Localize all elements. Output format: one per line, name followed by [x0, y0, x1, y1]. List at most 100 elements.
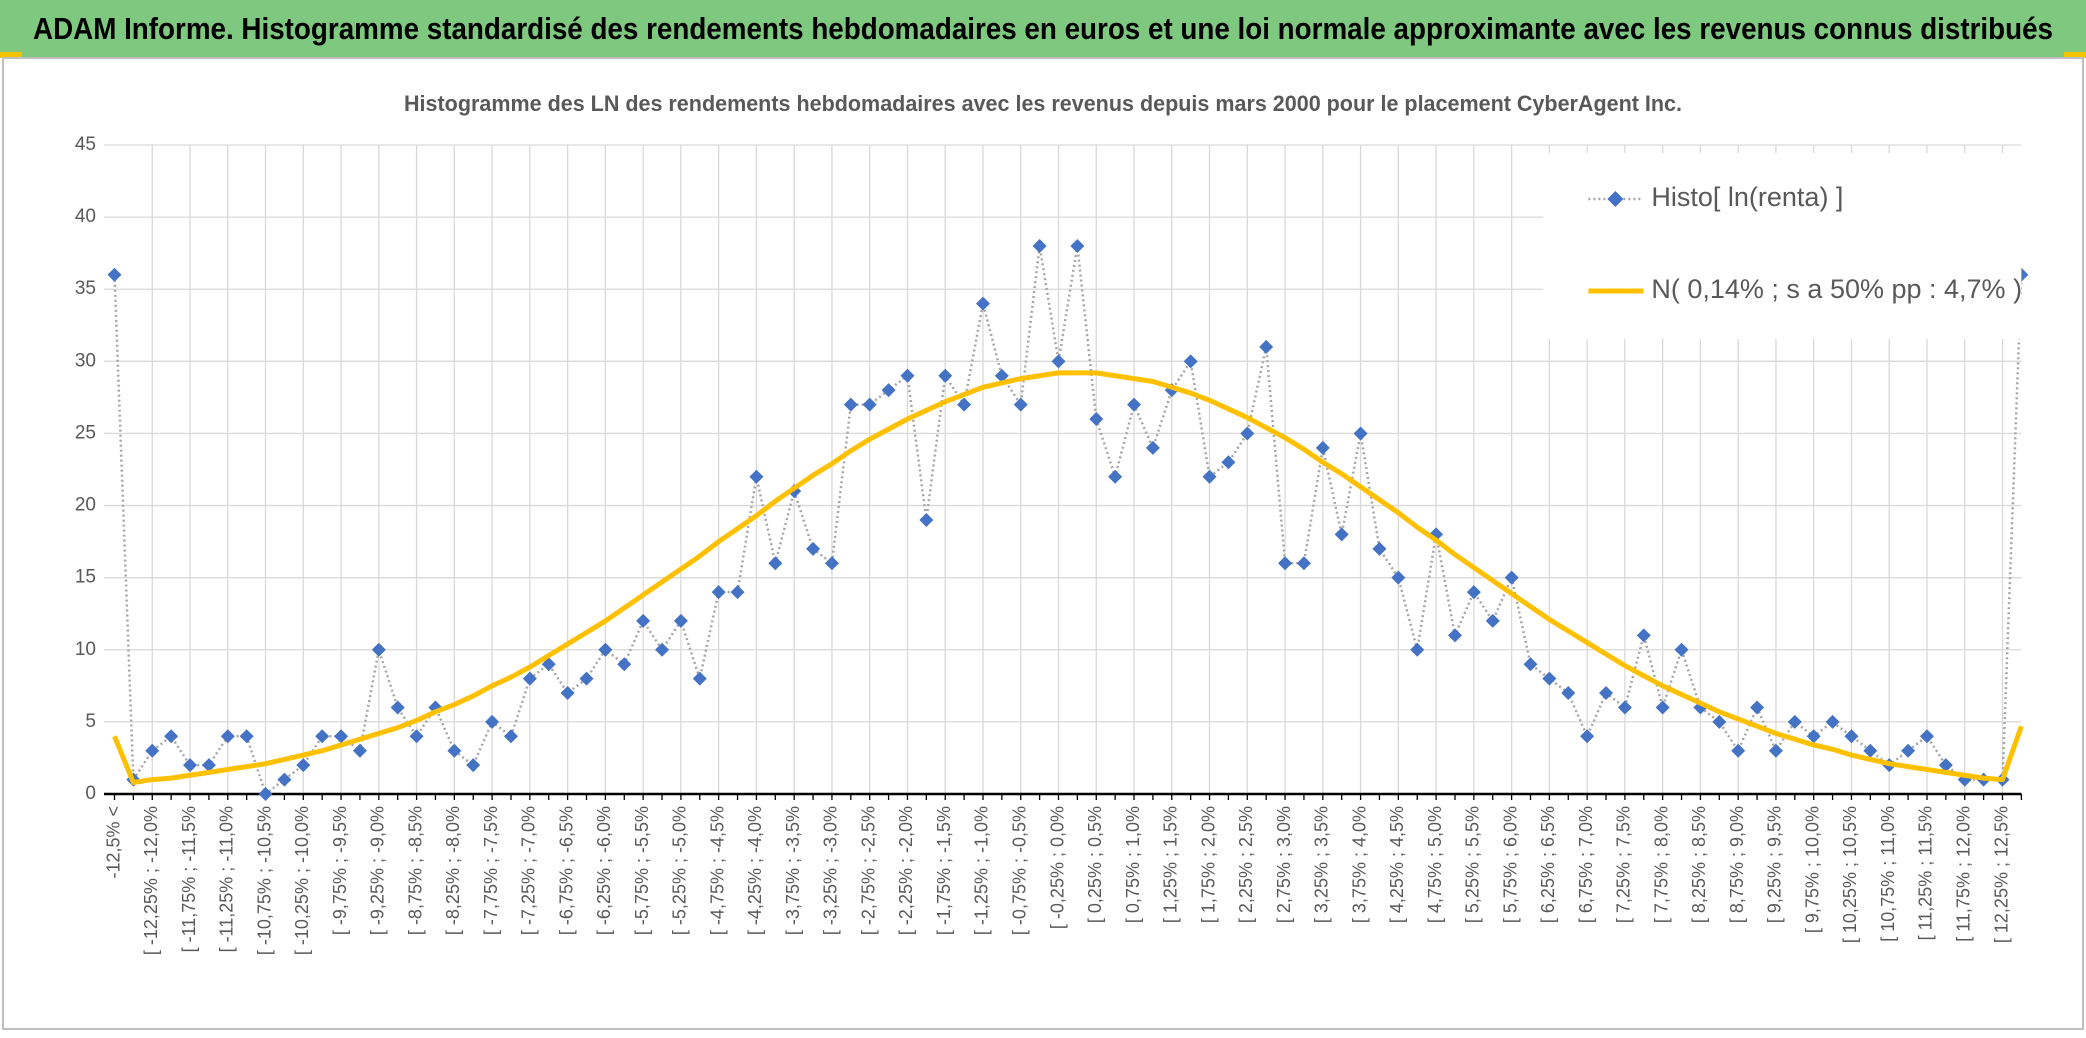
plot: 0 5 10 15 20 25 30 35 40 45 -12,5% < [ -12,25% ; -1… [75, 134, 2029, 955]
marker [371, 642, 386, 657]
marker [1504, 570, 1519, 585]
marker [1051, 354, 1066, 369]
marker [711, 585, 726, 600]
y-tick-label: 25 [75, 422, 96, 443]
marker [258, 787, 273, 801]
corner-mark [0, 52, 22, 58]
marker [485, 714, 500, 729]
x-tick-label: [ -5,25% ; -5,0% [670, 806, 690, 935]
x-tick-label: [ 7,25% ; 7,5% [1614, 806, 1634, 923]
marker [919, 512, 934, 527]
y-tick-label: 0 [85, 783, 96, 804]
x-tick-label: [ -5,75% ; -5,5% [632, 806, 652, 935]
marker [409, 729, 424, 744]
banner: ADAM Informe. Histogramme standardisé de… [0, 0, 2086, 58]
marker [145, 743, 160, 758]
x-tick-label: [ -0,75% ; -0,5% [1009, 806, 1029, 935]
page-title: ADAM Informe. Histogramme standardisé de… [33, 11, 2053, 46]
x-tick-label: [ 0,75% ; 1,0% [1123, 806, 1143, 923]
marker [749, 469, 764, 484]
marker [1825, 714, 1840, 729]
marker [1674, 642, 1689, 657]
marker [1032, 238, 1047, 253]
marker [352, 743, 367, 758]
marker [277, 772, 292, 787]
marker [1485, 613, 1500, 628]
x-tick-label: [ 2,25% ; 2,5% [1236, 806, 1256, 923]
banner-bg [0, 0, 2086, 58]
marker [598, 642, 613, 657]
x-tick-label: [ 8,75% ; 9,0% [1727, 806, 1747, 923]
x-tick-label: [ 5,75% ; 6,0% [1500, 806, 1520, 923]
marker [1768, 743, 1783, 758]
marker [1561, 686, 1576, 701]
marker [1391, 570, 1406, 585]
y-tick-label: 30 [75, 350, 96, 371]
x-tick-label: [ -8,75% ; -8,5% [405, 806, 425, 935]
x-tick-label: [ -3,75% ; -3,5% [783, 806, 803, 935]
marker [1542, 671, 1557, 686]
marker [503, 729, 518, 744]
marker [1202, 469, 1217, 484]
marker [522, 671, 537, 686]
marker [994, 368, 1009, 383]
marker [1806, 729, 1821, 744]
marker [843, 397, 858, 412]
marker [1127, 397, 1142, 412]
marker [183, 758, 198, 773]
x-tick-label: [ 1,25% ; 1,5% [1161, 806, 1181, 923]
x-tick-label: [ -2,75% ; -2,5% [858, 806, 878, 935]
y-tick-label: 40 [75, 206, 96, 227]
marker [938, 368, 953, 383]
marker [296, 758, 311, 773]
marker [1145, 440, 1160, 455]
x-tick-label: [ 5,25% ; 5,5% [1463, 806, 1483, 923]
marker [1599, 686, 1614, 701]
marker [1919, 729, 1934, 744]
chart-frame [2, 57, 2084, 1030]
x-tick-label: [ -6,75% ; -6,5% [556, 806, 576, 935]
marker [636, 613, 651, 628]
legend-label: N( 0,14% ; s a 50% pp : 4,7% ) [1651, 274, 2022, 304]
x-tick-label: [ -12,25% ; -12,0% [141, 806, 161, 955]
marker [541, 657, 556, 672]
x-tick-label: [ -11,25% ; -11,0% [217, 806, 237, 952]
x-tick-label: [ 3,25% ; 3,5% [1312, 806, 1332, 923]
x-tick-label: [ -2,25% ; -2,0% [896, 806, 916, 935]
marker [824, 556, 839, 571]
marker [1013, 397, 1028, 412]
x-tick-label: [ 4,25% ; 4,5% [1387, 806, 1407, 923]
marker [107, 267, 122, 282]
marker [1070, 238, 1085, 253]
marker [1712, 714, 1727, 729]
x-tick-label: [ 2,75% ; 3,0% [1274, 806, 1294, 923]
x-tick-label: [ 9,75% ; 10,0% [1802, 806, 1822, 933]
marker [1353, 426, 1368, 441]
x-tick-label: [ -10,75% ; -10,5% [254, 806, 274, 955]
marker [1372, 541, 1387, 556]
marker [1750, 700, 1765, 715]
marker [334, 729, 349, 744]
x-tick-label: [ -3,25% ; -3,0% [821, 806, 841, 935]
marker [617, 657, 632, 672]
marker [957, 397, 972, 412]
x-tick-label: [ -7,25% ; -7,0% [519, 806, 539, 935]
marker [201, 758, 216, 773]
marker [1617, 700, 1632, 715]
x-tick-label: [ 12,25% ; 12,5% [1991, 806, 2011, 943]
marker [1938, 758, 1953, 773]
marker [1240, 426, 1255, 441]
x-tick-label: [ 11,75% ; 12,0% [1953, 806, 1973, 942]
marker [881, 383, 896, 398]
marker [768, 556, 783, 571]
marker [1466, 585, 1481, 600]
marker [390, 700, 405, 715]
x-tick-label: [ 0,25% ; 0,5% [1085, 806, 1105, 923]
marker [1447, 628, 1462, 643]
marker [466, 758, 481, 773]
x-tick-label: [ -9,75% ; -9,5% [330, 806, 350, 935]
normal-curve [112, 370, 2024, 785]
y-tick-label: 10 [75, 639, 96, 660]
x-tick-label: [ -10,25% ; -10,0% [292, 806, 312, 955]
